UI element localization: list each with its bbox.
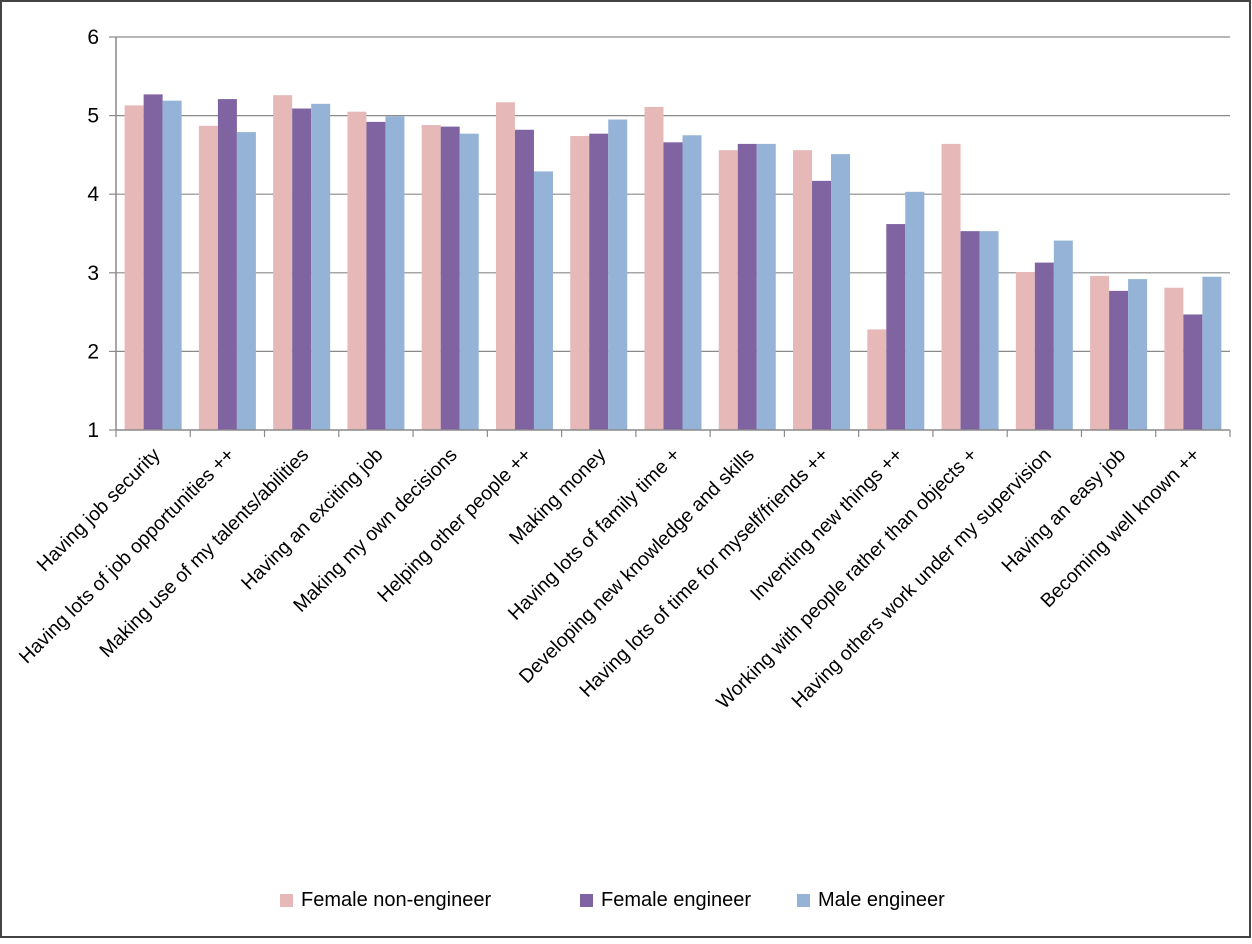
bar bbox=[495, 102, 515, 430]
bar bbox=[812, 180, 832, 430]
bar bbox=[459, 133, 479, 431]
bar bbox=[162, 100, 182, 430]
y-tick-label: 1 bbox=[87, 419, 99, 442]
bar bbox=[347, 111, 367, 431]
bar bbox=[1015, 272, 1035, 430]
bar bbox=[867, 329, 887, 430]
bar bbox=[1090, 275, 1110, 430]
axes bbox=[109, 36, 1231, 437]
y-tick-label: 6 bbox=[87, 26, 99, 49]
bar bbox=[440, 126, 460, 430]
bar bbox=[421, 125, 441, 431]
legend-label: Male engineer bbox=[818, 889, 945, 911]
bar bbox=[941, 143, 961, 430]
bar bbox=[217, 99, 237, 431]
bar bbox=[718, 150, 738, 430]
bar bbox=[886, 224, 906, 430]
bar bbox=[1183, 314, 1203, 430]
legend-item: Female non-engineer bbox=[280, 889, 491, 911]
bar bbox=[608, 119, 628, 430]
bar bbox=[236, 132, 256, 430]
y-tick-labels: 1 2 3 4 5 6 bbox=[87, 26, 99, 442]
bar bbox=[979, 231, 999, 430]
bar bbox=[533, 171, 553, 430]
bar bbox=[644, 106, 664, 430]
bar bbox=[514, 129, 534, 431]
bar bbox=[1202, 276, 1222, 430]
bar bbox=[793, 150, 813, 430]
y-tick-label: 2 bbox=[87, 340, 99, 363]
bar bbox=[1034, 262, 1054, 430]
y-tick-label: 5 bbox=[87, 105, 99, 128]
bar bbox=[311, 103, 331, 430]
bar bbox=[905, 191, 925, 430]
legend-swatch bbox=[797, 894, 810, 907]
bar bbox=[198, 125, 218, 431]
bar bbox=[737, 143, 757, 430]
bar bbox=[385, 116, 405, 431]
bar bbox=[1109, 290, 1129, 430]
legend-label: Female engineer bbox=[601, 889, 751, 911]
legend-swatch bbox=[580, 894, 593, 907]
bar bbox=[1053, 240, 1073, 430]
bar bbox=[1128, 279, 1148, 430]
bar bbox=[1164, 287, 1184, 430]
bar bbox=[292, 108, 312, 430]
legend-label: Female non-engineer bbox=[301, 889, 491, 911]
bar bbox=[143, 94, 163, 431]
legend-item: Female engineer bbox=[580, 889, 751, 911]
bar bbox=[570, 136, 590, 430]
bar bbox=[682, 135, 702, 430]
y-tick-label: 3 bbox=[87, 262, 99, 285]
bar bbox=[124, 105, 144, 430]
bar bbox=[589, 133, 609, 431]
bars bbox=[124, 94, 1222, 431]
legend: Female non-engineer Female engineer Male e… bbox=[280, 889, 945, 911]
bar bbox=[663, 142, 683, 430]
bar bbox=[831, 154, 851, 430]
bar bbox=[366, 121, 386, 430]
y-tick-label: 4 bbox=[87, 183, 99, 206]
bar bbox=[273, 95, 293, 430]
bar bbox=[756, 143, 776, 430]
bar bbox=[960, 231, 980, 430]
legend-item: Male engineer bbox=[797, 889, 945, 911]
legend-swatch bbox=[280, 894, 293, 907]
